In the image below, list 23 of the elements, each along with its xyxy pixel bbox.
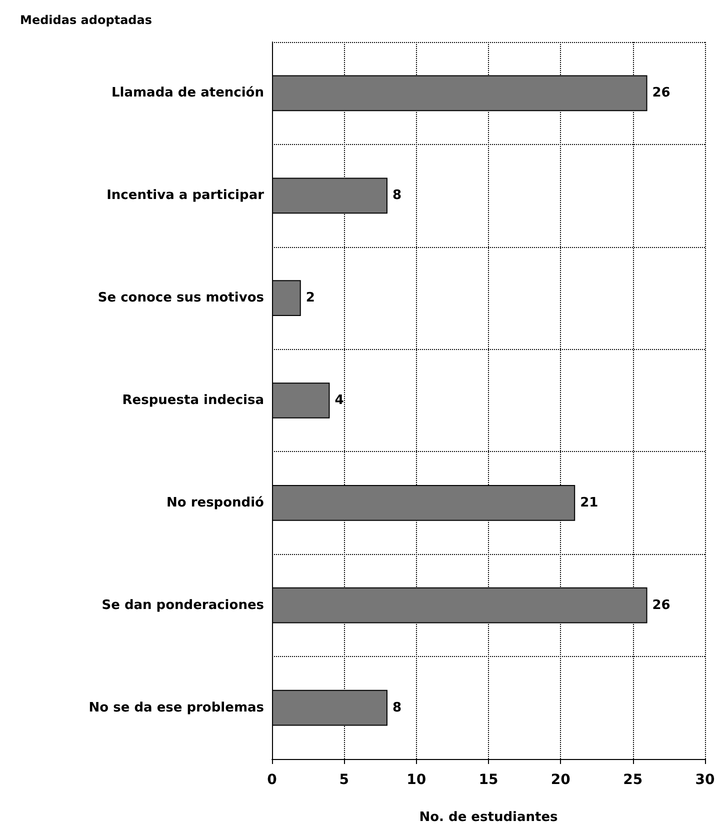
- x-tick-label: 5: [339, 772, 350, 788]
- y-tick-label: Llamada de atención: [112, 86, 264, 101]
- y-tick-label: Respuesta indecisa: [122, 393, 264, 408]
- data-label: 26: [652, 86, 670, 101]
- data-label: 8: [392, 188, 402, 204]
- x-tick-label: 25: [623, 772, 643, 788]
- y-tick-label: Se conoce sus motivos: [98, 290, 264, 306]
- data-label: 8: [392, 700, 402, 716]
- y-tick-label: Incentiva a participar: [106, 188, 265, 204]
- y-axis-title: Medidas adoptadas: [20, 13, 152, 27]
- y-tick-label: No se da ese problemas: [88, 700, 264, 716]
- data-label: 21: [580, 495, 598, 510]
- x-axis-title: No. de estudiantes: [419, 810, 558, 825]
- x-tick-label: 30: [695, 772, 715, 788]
- y-tick-label: No respondió: [166, 495, 264, 510]
- data-label: 26: [652, 598, 670, 613]
- x-tick-label: 15: [478, 772, 498, 788]
- x-tick-label: 0: [267, 772, 278, 788]
- data-label: 2: [306, 290, 315, 306]
- data-label: 4: [334, 393, 344, 408]
- x-tick-label: 10: [406, 772, 426, 788]
- x-tick-label: 20: [550, 772, 571, 788]
- y-tick-label: Se dan ponderaciones: [102, 598, 264, 613]
